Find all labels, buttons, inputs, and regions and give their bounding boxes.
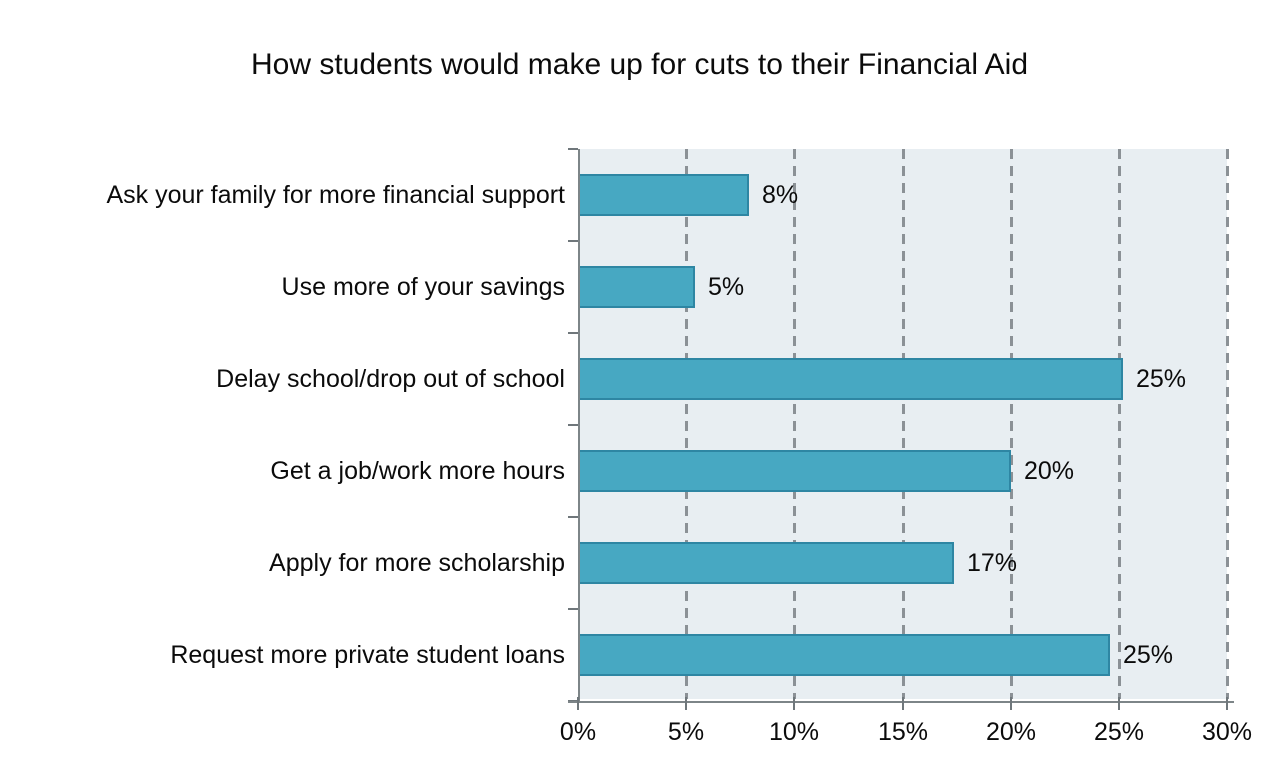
bar-value-label: 17%: [967, 549, 1018, 577]
y-axis-tick: [568, 516, 578, 518]
x-tick-label: 20%: [985, 718, 1037, 746]
bar: [578, 542, 954, 584]
bar: [578, 450, 1011, 492]
category-label: Ask your family for more financial suppo…: [106, 181, 565, 209]
x-axis-tick: [685, 697, 687, 710]
y-axis-tick: [568, 424, 578, 426]
x-axis-line: [568, 701, 1234, 703]
gridline: [901, 149, 905, 699]
category-label: Apply for more scholarship: [269, 549, 565, 577]
bar-value-label: 25%: [1136, 365, 1187, 393]
x-axis-tick: [1226, 697, 1228, 710]
y-axis-tick: [568, 608, 578, 610]
x-tick-label: 10%: [768, 718, 820, 746]
x-axis-tick: [1010, 697, 1012, 710]
category-label: Get a job/work more hours: [270, 457, 565, 485]
gridline: [1117, 149, 1121, 699]
y-axis-tick: [568, 332, 578, 334]
chart-title: How students would make up for cuts to t…: [250, 48, 1029, 81]
x-axis-tick: [1118, 697, 1120, 710]
gridline: [793, 149, 797, 699]
bar: [578, 174, 749, 216]
bar: [578, 358, 1123, 400]
bar-value-label: 8%: [762, 181, 799, 209]
bar-value-label: 5%: [708, 273, 745, 301]
gridline: [685, 149, 689, 699]
x-axis-tick: [577, 697, 579, 710]
y-axis-tick: [568, 240, 578, 242]
gridline: [1009, 149, 1013, 699]
bar: [578, 634, 1110, 676]
gridline: [1226, 149, 1229, 699]
category-label: Use more of your savings: [281, 273, 565, 301]
bar: [578, 266, 695, 308]
x-axis-tick: [793, 697, 795, 710]
category-label: Delay school/drop out of school: [216, 365, 565, 393]
bar-value-label: 25%: [1123, 641, 1174, 669]
x-axis-tick: [902, 697, 904, 710]
x-tick-label: 15%: [877, 718, 929, 746]
bar-value-label: 20%: [1024, 457, 1075, 485]
x-tick-label: 5%: [667, 718, 705, 746]
y-axis-line: [578, 149, 580, 701]
y-axis-tick: [568, 148, 578, 150]
x-tick-label: 0%: [559, 718, 597, 746]
category-label: Request more private student loans: [170, 641, 565, 669]
x-tick-label: 30%: [1201, 718, 1253, 746]
x-tick-label: 25%: [1093, 718, 1145, 746]
